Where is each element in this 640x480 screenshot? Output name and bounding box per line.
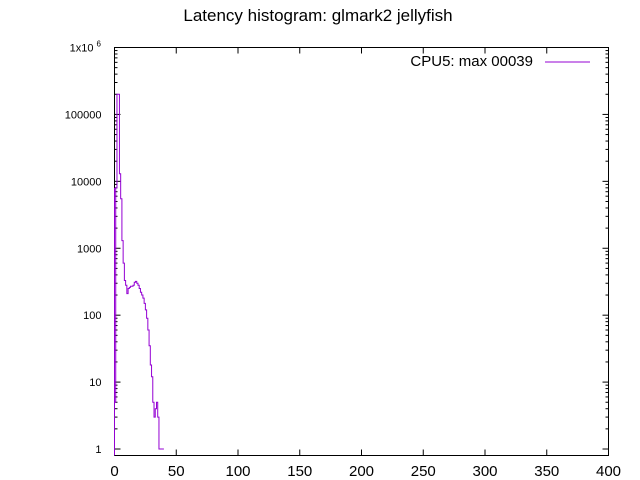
x-tick-label: 250 <box>411 463 436 480</box>
x-tick-label: 150 <box>287 463 312 480</box>
y-tick-label: 10 <box>89 377 101 389</box>
y-tick-exponent: 6 <box>97 40 102 49</box>
x-tick-label: 50 <box>168 463 185 480</box>
x-tick-label: 100 <box>225 463 250 480</box>
y-tick-label: 1 <box>95 444 101 456</box>
y-tick-label: 100000 <box>65 109 102 121</box>
y-tick-label: 1000 <box>77 243 101 255</box>
chart-title: Latency histogram: glmark2 jellyfish <box>183 6 452 25</box>
legend-label: CPU5: max 00039 <box>410 53 533 70</box>
legend: CPU5: max 00039 <box>410 53 590 70</box>
x-tick-label: 200 <box>349 463 374 480</box>
series-group <box>114 93 164 456</box>
x-axis: 0 50 100 150 200 250 300 350 400 <box>110 47 621 480</box>
y-axis: 1 10 100 1000 10000 100000 1x10 6 <box>65 40 609 456</box>
x-tick-label: 0 <box>110 463 118 480</box>
y-tick-label: 1x10 <box>70 43 94 55</box>
x-tick-label: 350 <box>534 463 559 480</box>
y-tick-label: 10000 <box>71 176 102 188</box>
y-tick-label: 100 <box>83 310 101 322</box>
x-tick-label: 300 <box>472 463 497 480</box>
series-line <box>114 93 164 450</box>
plot-frame <box>114 47 609 456</box>
x-tick-label: 400 <box>596 463 621 480</box>
